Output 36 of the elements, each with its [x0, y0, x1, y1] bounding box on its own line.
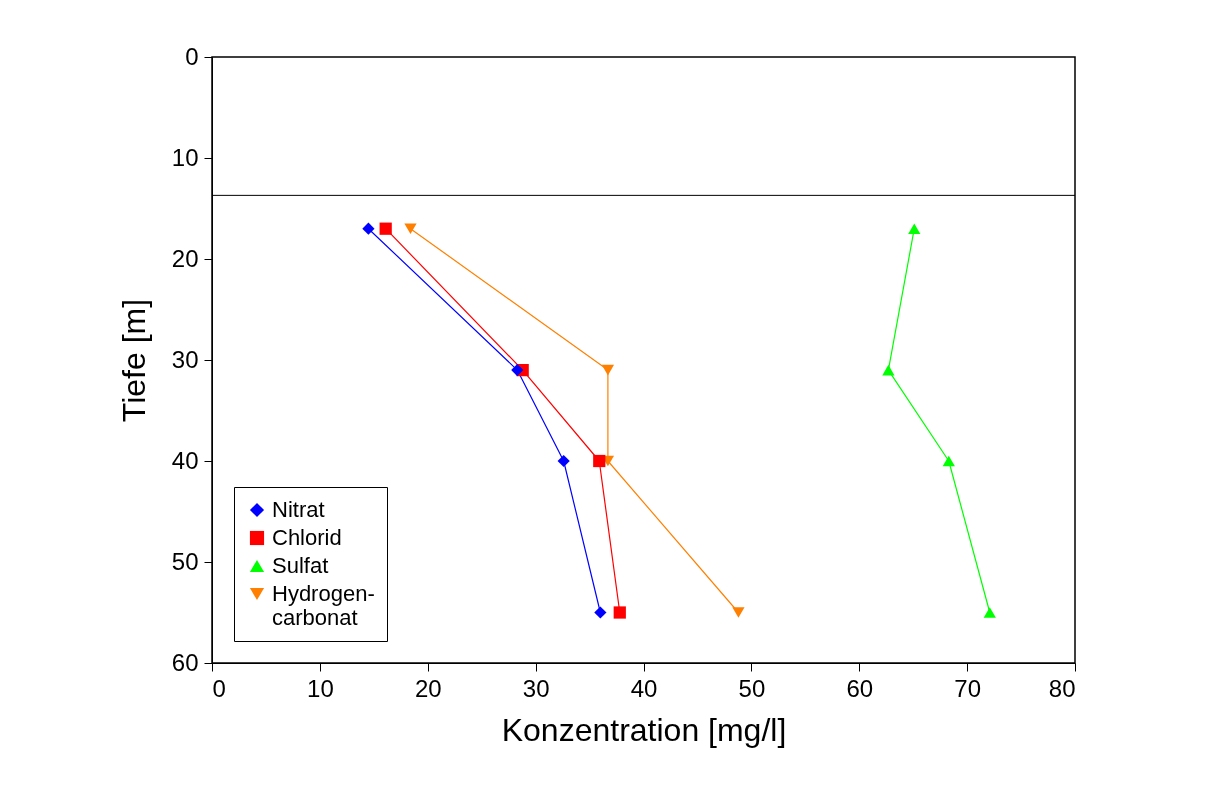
- y-tick-label: 30: [171, 345, 199, 373]
- x-tick-label: 70: [954, 674, 981, 702]
- x-tick-label: 40: [630, 674, 658, 702]
- y-tick-label: 20: [171, 244, 199, 272]
- legend-label: Sulfat: [272, 553, 329, 578]
- point: [983, 607, 996, 618]
- y-tick-label: 60: [171, 648, 199, 676]
- point: [594, 606, 607, 619]
- y-axis-title: Tiefe [m]: [115, 298, 152, 423]
- point: [593, 454, 606, 468]
- x-tick-label: 50: [738, 674, 766, 702]
- x-tick-label: 80: [1048, 674, 1076, 702]
- y-tick-label: 10: [171, 143, 199, 171]
- x-tick-label: 60: [846, 674, 874, 702]
- y-tick-label: 40: [171, 446, 199, 474]
- point: [942, 455, 955, 467]
- point: [511, 363, 524, 377]
- x-tick-label: 10: [307, 674, 334, 702]
- legend-label: Hydrogen- carbonat: [272, 581, 375, 630]
- point: [557, 454, 570, 468]
- legend-label: Chlorid: [272, 525, 342, 550]
- x-tick-label: 0: [212, 674, 226, 702]
- point: [613, 606, 626, 619]
- point: [601, 364, 615, 376]
- y-tick-label: 50: [171, 547, 199, 575]
- y-tick-label: 0: [185, 42, 199, 70]
- point: [732, 607, 745, 618]
- point: [404, 223, 417, 234]
- x-tick-label: 20: [414, 674, 442, 702]
- point: [379, 222, 392, 235]
- x-tick-label: 30: [522, 674, 550, 702]
- point: [362, 222, 375, 235]
- point: [908, 223, 921, 234]
- point: [882, 364, 895, 376]
- legend-label: Nitrat: [272, 497, 325, 522]
- x-axis-title: Konzentration [mg/l]: [501, 711, 787, 748]
